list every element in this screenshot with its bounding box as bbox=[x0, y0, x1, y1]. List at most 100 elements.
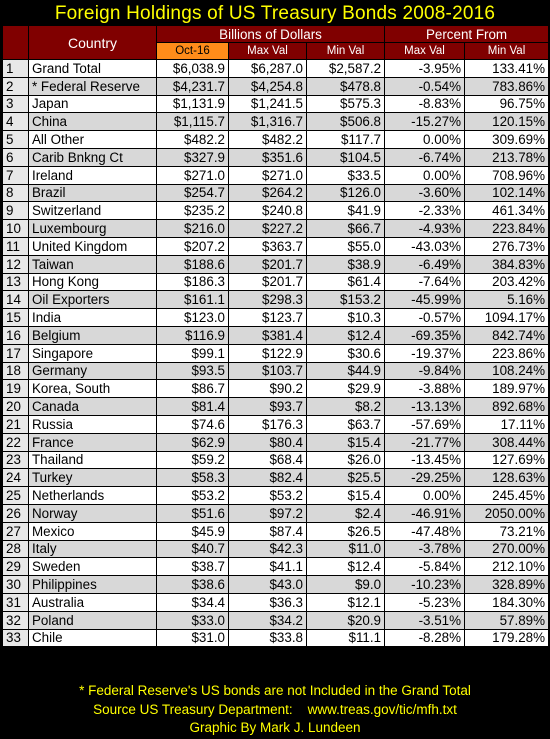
country-cell: Australia bbox=[28, 592, 157, 612]
oct16-cell: $116.9 bbox=[156, 325, 229, 345]
max-val-cell: $42.3 bbox=[228, 539, 307, 559]
table-row: 13 Hong Kong $186.3 $201.7 $61.4 -7.64% 203.42… bbox=[2, 272, 550, 292]
pct-max-cell: -19.37% bbox=[384, 343, 466, 363]
country-cell: Grand Total bbox=[28, 59, 157, 78]
pct-max-cell: 0.00% bbox=[384, 130, 466, 149]
table-body: 1 Grand Total $6,038.9 $6,287.0 $2,587.2 -3.9… bbox=[2, 59, 550, 648]
row-index: 2 bbox=[2, 76, 29, 96]
row-index: 15 bbox=[2, 308, 29, 327]
pct-min-cell: 179.28% bbox=[464, 628, 550, 648]
pct-min-cell: 309.69% bbox=[464, 130, 550, 149]
min-val-cell: $2,587.2 bbox=[305, 59, 386, 78]
pct-min-cell: 1094.17% bbox=[464, 308, 550, 327]
pct-max-cell: -3.88% bbox=[384, 379, 466, 399]
country-cell: Belgium bbox=[28, 325, 157, 345]
table-row: 33 Chile $31.0 $33.8 $11.1 -8.28% 179.28% bbox=[2, 628, 550, 648]
table-row: 4 China $1,115.7 $1,316.7 $506.8 -15.27% 120.1… bbox=[2, 112, 550, 132]
pct-max-header: Max Val bbox=[384, 42, 466, 60]
table-row: 31 Australia $34.4 $36.3 $12.1 -5.23% 184.30% bbox=[2, 592, 550, 612]
country-cell: Hong Kong bbox=[28, 272, 157, 292]
pct-max-cell: -3.95% bbox=[384, 59, 466, 78]
min-val-header: Min Val bbox=[305, 42, 386, 60]
min-val-cell: $66.7 bbox=[305, 219, 386, 238]
header-row-top: Country Billions of Dollars Percent From bbox=[2, 25, 550, 60]
max-val-cell: $264.2 bbox=[228, 183, 307, 203]
pct-max-cell: -29.25% bbox=[384, 468, 466, 488]
min-val-cell: $9.0 bbox=[305, 575, 386, 594]
row-index: 26 bbox=[2, 503, 29, 523]
pct-max-cell: -3.51% bbox=[384, 610, 466, 630]
country-cell: All Other bbox=[28, 130, 157, 149]
footnote: * Federal Reserve's US bonds are not Inc… bbox=[79, 683, 471, 698]
row-index: 18 bbox=[2, 361, 29, 381]
table-row: 2 * Federal Reserve $4,231.7 $4,254.8 $478.8… bbox=[2, 76, 550, 96]
pct-min-cell: 892.68% bbox=[464, 397, 550, 416]
oct16-cell: $59.2 bbox=[156, 450, 229, 470]
max-val-cell: $123.7 bbox=[228, 308, 307, 327]
pct-max-cell: -7.64% bbox=[384, 272, 466, 292]
pct-min-cell: 270.00% bbox=[464, 539, 550, 559]
country-cell: Sweden bbox=[28, 557, 157, 577]
table-row: 28 Italy $40.7 $42.3 $11.0 -3.78% 270.00% bbox=[2, 539, 550, 559]
min-val-cell: $11.1 bbox=[305, 628, 386, 648]
pct-min-cell: 245.45% bbox=[464, 486, 550, 505]
max-val-cell: $381.4 bbox=[228, 325, 307, 345]
max-val-cell: $6,287.0 bbox=[228, 59, 307, 78]
oct16-cell: $51.6 bbox=[156, 503, 229, 523]
table-row: 24 Turkey $58.3 $82.4 $25.5 -29.25% 128.63% bbox=[2, 468, 550, 488]
table-row: 9 Switzerland $235.2 $240.8 $41.9 -2.33% 461.3… bbox=[2, 201, 550, 221]
credit-line: Graphic By Mark J. Lundeen bbox=[189, 720, 361, 735]
pct-min-header: Min Val bbox=[464, 42, 550, 60]
pct-min-cell: 223.86% bbox=[464, 343, 550, 363]
table-row: 21 Russia $74.6 $176.3 $63.7 -57.69% 17.11% bbox=[2, 414, 550, 434]
max-val-cell: $68.4 bbox=[228, 450, 307, 470]
oct16-cell: $123.0 bbox=[156, 308, 229, 327]
max-val-cell: $36.3 bbox=[228, 592, 307, 612]
max-val-cell: $103.7 bbox=[228, 361, 307, 381]
pct-max-cell: -69.35% bbox=[384, 325, 466, 345]
min-val-cell: $126.0 bbox=[305, 183, 386, 203]
oct16-cell: $216.0 bbox=[156, 219, 229, 238]
max-val-cell: $93.7 bbox=[228, 397, 307, 416]
min-val-cell: $41.9 bbox=[305, 201, 386, 221]
pct-max-cell: -47.48% bbox=[384, 521, 466, 541]
pct-max-cell: -5.23% bbox=[384, 592, 466, 612]
min-val-cell: $61.4 bbox=[305, 272, 386, 292]
oct16-cell: $81.4 bbox=[156, 397, 229, 416]
max-val-cell: $227.2 bbox=[228, 219, 307, 238]
min-val-cell: $2.4 bbox=[305, 503, 386, 523]
max-val-cell: $271.0 bbox=[228, 165, 307, 185]
country-cell: Brazil bbox=[28, 183, 157, 203]
row-index: 28 bbox=[2, 539, 29, 559]
table-row: 22 France $62.9 $80.4 $15.4 -21.77% 308.44% bbox=[2, 432, 550, 452]
oct16-cell: $271.0 bbox=[156, 165, 229, 185]
min-val-cell: $153.2 bbox=[305, 290, 386, 310]
oct16-cell: $31.0 bbox=[156, 628, 229, 648]
table-row: 30 Philippines $38.6 $43.0 $9.0 -10.23% 328.89… bbox=[2, 575, 550, 594]
pct-min-cell: 73.21% bbox=[464, 521, 550, 541]
pct-max-cell: -6.49% bbox=[384, 254, 466, 274]
pct-max-cell: 0.00% bbox=[384, 165, 466, 185]
oct16-cell: $6,038.9 bbox=[156, 59, 229, 78]
max-val-cell: $34.2 bbox=[228, 610, 307, 630]
max-val-cell: $482.2 bbox=[228, 130, 307, 149]
pct-max-cell: -10.23% bbox=[384, 575, 466, 594]
max-val-cell: $240.8 bbox=[228, 201, 307, 221]
table-row: 5 All Other $482.2 $482.2 $117.7 0.00% 309.69% bbox=[2, 130, 550, 149]
pct-max-cell: -43.03% bbox=[384, 236, 466, 256]
table-row: 10 Luxembourg $216.0 $227.2 $66.7 -4.93% 223.8… bbox=[2, 219, 550, 238]
row-index: 9 bbox=[2, 201, 29, 221]
max-val-cell: $1,241.5 bbox=[228, 94, 307, 114]
table-row: 29 Sweden $38.7 $41.1 $12.4 -5.84% 212.10% bbox=[2, 557, 550, 577]
oct16-cell: $40.7 bbox=[156, 539, 229, 559]
pct-min-cell: 783.86% bbox=[464, 76, 550, 96]
min-val-cell: $12.4 bbox=[305, 557, 386, 577]
country-cell: * Federal Reserve bbox=[28, 76, 157, 96]
min-val-cell: $575.3 bbox=[305, 94, 386, 114]
pct-max-cell: -2.33% bbox=[384, 201, 466, 221]
pct-max-cell: 0.00% bbox=[384, 486, 466, 505]
oct16-cell: $482.2 bbox=[156, 130, 229, 149]
percent-from-header: Percent From bbox=[384, 25, 550, 43]
country-cell: India bbox=[28, 308, 157, 327]
pct-min-cell: 102.14% bbox=[464, 183, 550, 203]
